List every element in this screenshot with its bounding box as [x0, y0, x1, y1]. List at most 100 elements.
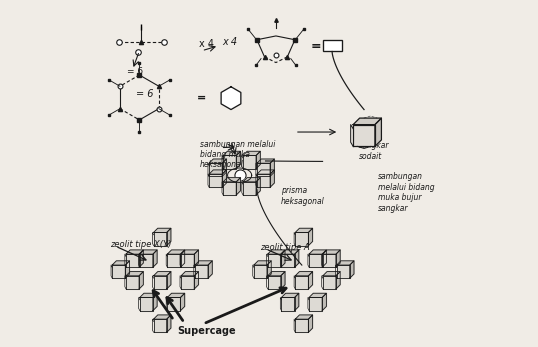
Polygon shape: [140, 297, 153, 311]
Polygon shape: [209, 159, 226, 163]
Polygon shape: [153, 272, 171, 276]
Polygon shape: [268, 276, 281, 289]
Polygon shape: [153, 228, 171, 232]
Polygon shape: [140, 254, 153, 267]
Polygon shape: [181, 250, 199, 254]
Text: =: =: [310, 40, 321, 53]
Polygon shape: [295, 250, 299, 267]
Polygon shape: [323, 254, 336, 267]
Polygon shape: [126, 250, 143, 254]
Polygon shape: [323, 250, 340, 254]
Text: Supercage: Supercage: [178, 326, 236, 336]
Polygon shape: [194, 272, 199, 289]
Polygon shape: [194, 250, 199, 267]
Polygon shape: [126, 276, 139, 289]
Polygon shape: [139, 250, 143, 267]
Text: zeolit tipe A: zeolit tipe A: [260, 243, 310, 252]
Polygon shape: [153, 293, 157, 311]
Polygon shape: [223, 182, 236, 195]
Polygon shape: [254, 261, 271, 265]
Polygon shape: [281, 250, 285, 267]
Polygon shape: [308, 315, 313, 332]
Polygon shape: [167, 293, 185, 297]
Polygon shape: [167, 297, 180, 311]
Polygon shape: [281, 254, 295, 267]
Polygon shape: [140, 293, 157, 297]
Polygon shape: [281, 293, 299, 297]
Polygon shape: [309, 293, 327, 297]
Polygon shape: [167, 250, 185, 254]
Polygon shape: [309, 250, 327, 254]
Polygon shape: [126, 272, 143, 276]
Polygon shape: [236, 178, 240, 195]
Polygon shape: [309, 254, 322, 267]
Polygon shape: [267, 261, 271, 278]
Polygon shape: [268, 250, 285, 254]
Polygon shape: [112, 261, 130, 265]
Polygon shape: [323, 276, 336, 289]
Polygon shape: [295, 276, 308, 289]
Polygon shape: [256, 151, 260, 169]
Polygon shape: [209, 174, 222, 187]
Text: prisma
heksagonal: prisma heksagonal: [281, 186, 325, 206]
Polygon shape: [153, 276, 167, 289]
Polygon shape: [126, 254, 139, 267]
Polygon shape: [308, 228, 313, 246]
Polygon shape: [223, 155, 236, 169]
Polygon shape: [336, 250, 340, 267]
Text: =: =: [197, 93, 206, 103]
Polygon shape: [323, 272, 340, 276]
Polygon shape: [153, 319, 167, 332]
Polygon shape: [308, 272, 313, 289]
Polygon shape: [180, 293, 185, 311]
Text: x 4: x 4: [199, 39, 214, 49]
Polygon shape: [167, 315, 171, 332]
Text: sambungan
melalui bidang
muka bujur
sangkar: sambungan melalui bidang muka bujur sang…: [378, 172, 435, 213]
Polygon shape: [295, 272, 313, 276]
Polygon shape: [375, 118, 381, 146]
Polygon shape: [257, 174, 270, 187]
Text: zeolit tipe X(Y): zeolit tipe X(Y): [110, 240, 172, 249]
Polygon shape: [221, 87, 241, 110]
FancyBboxPatch shape: [323, 40, 342, 51]
Polygon shape: [353, 118, 381, 125]
Polygon shape: [295, 232, 308, 246]
Polygon shape: [125, 261, 130, 278]
Text: x 4: x 4: [222, 37, 237, 47]
Polygon shape: [153, 315, 171, 319]
Polygon shape: [167, 272, 171, 289]
Text: sangkar
sodait: sangkar sodait: [359, 141, 390, 161]
Polygon shape: [256, 178, 260, 195]
Polygon shape: [167, 254, 180, 267]
Polygon shape: [257, 163, 270, 176]
Polygon shape: [295, 228, 313, 232]
Polygon shape: [254, 265, 267, 278]
Polygon shape: [112, 265, 125, 278]
Text: = 6: = 6: [136, 89, 153, 99]
Polygon shape: [257, 170, 274, 174]
Polygon shape: [295, 319, 308, 332]
Polygon shape: [222, 159, 226, 176]
Polygon shape: [322, 293, 327, 311]
Polygon shape: [281, 250, 299, 254]
Polygon shape: [236, 151, 240, 169]
Polygon shape: [295, 315, 313, 319]
Polygon shape: [353, 125, 375, 146]
Polygon shape: [195, 261, 213, 265]
Polygon shape: [281, 272, 285, 289]
Polygon shape: [181, 276, 194, 289]
Polygon shape: [243, 178, 260, 182]
Polygon shape: [295, 293, 299, 311]
Text: = 6: = 6: [127, 67, 143, 76]
Polygon shape: [140, 250, 157, 254]
Polygon shape: [268, 254, 281, 267]
Polygon shape: [243, 151, 260, 155]
Polygon shape: [337, 261, 354, 265]
Polygon shape: [209, 170, 226, 174]
Text: sambungan melalui
bidang muka
heksagonal: sambungan melalui bidang muka heksagonal: [200, 139, 275, 169]
Polygon shape: [139, 272, 143, 289]
Polygon shape: [167, 228, 171, 246]
Polygon shape: [268, 272, 285, 276]
Polygon shape: [243, 182, 256, 195]
Polygon shape: [336, 272, 340, 289]
